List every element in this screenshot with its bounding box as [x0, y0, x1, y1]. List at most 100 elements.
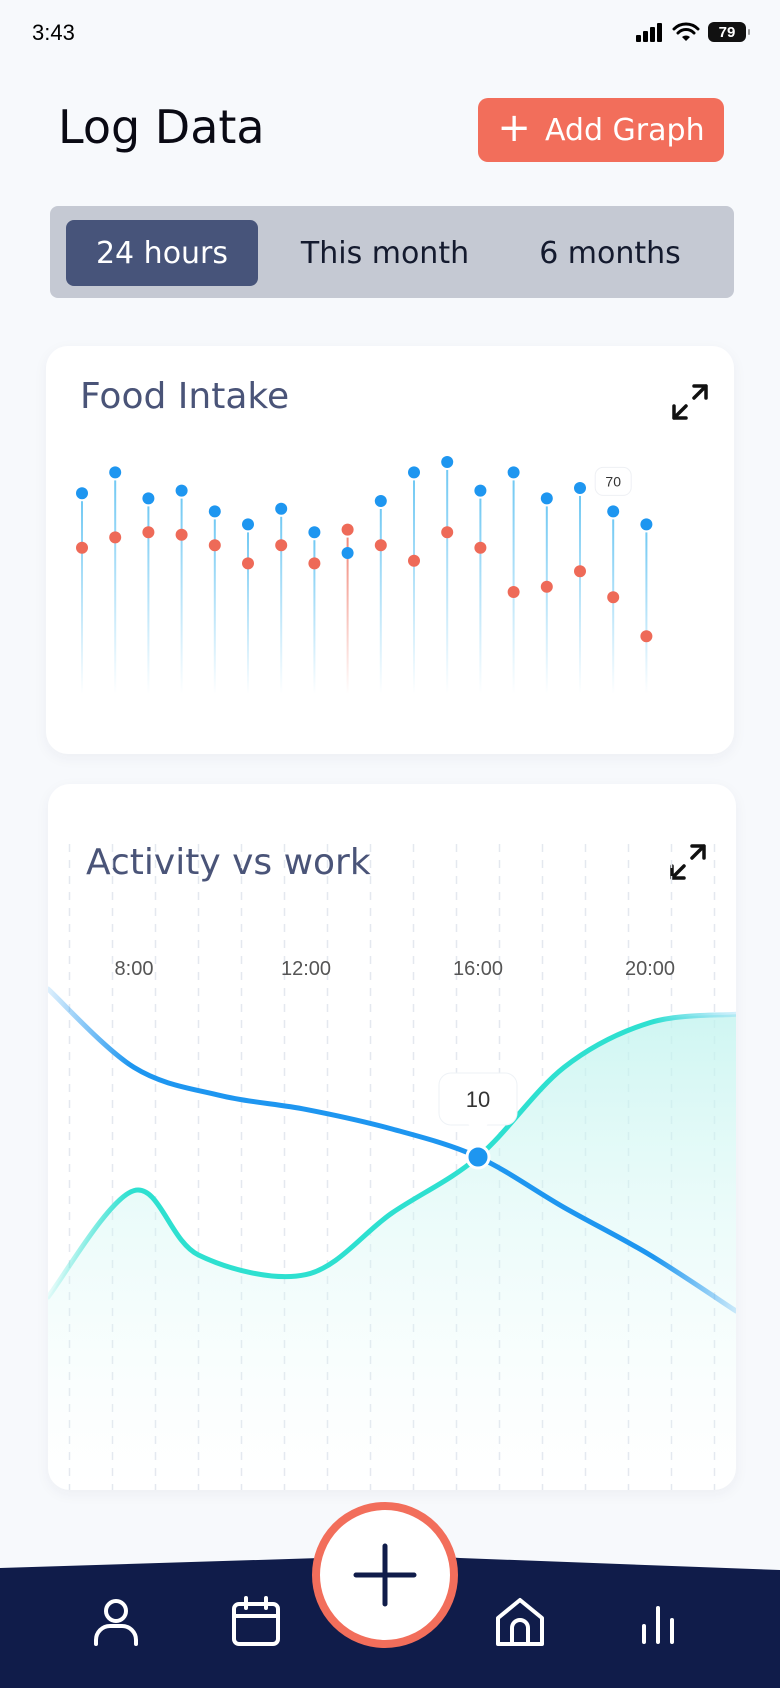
- add-graph-label: Add Graph: [544, 112, 705, 148]
- data-point-red[interactable]: [574, 565, 586, 578]
- stem-line: [180, 498, 183, 694]
- expand-icon[interactable]: [666, 840, 710, 884]
- activity-title: Activity vs work: [86, 842, 371, 883]
- data-point-red[interactable]: [540, 580, 553, 593]
- data-point-blue[interactable]: [242, 518, 254, 531]
- page-title: Log Data: [58, 100, 265, 154]
- activity-tooltip-value: 10: [466, 1087, 490, 1112]
- battery-level: 79: [718, 23, 736, 41]
- data-point-red[interactable]: [208, 539, 221, 552]
- data-point-red[interactable]: [142, 526, 155, 539]
- segment-label: This month: [300, 235, 470, 271]
- status-time: 3:43: [32, 20, 75, 45]
- plus-icon: [353, 1543, 417, 1607]
- stem-line: [413, 480, 415, 694]
- nav-stats[interactable]: [630, 1594, 686, 1650]
- data-point-blue[interactable]: [441, 456, 454, 468]
- data-point-blue[interactable]: [640, 518, 653, 531]
- data-point-blue[interactable]: [474, 484, 487, 497]
- activity-tooltip: 10: [438, 1072, 518, 1135]
- data-point-blue[interactable]: [507, 466, 520, 479]
- calendar-icon: [232, 1596, 280, 1646]
- stem-line: [213, 519, 216, 694]
- bar-chart-icon: [642, 1606, 674, 1644]
- data-point-blue[interactable]: [76, 487, 88, 500]
- stem-line: [280, 516, 283, 694]
- data-point-red[interactable]: [275, 539, 288, 552]
- signal-icon: [636, 23, 662, 42]
- stem-line: [114, 480, 117, 694]
- data-point-red[interactable]: [76, 541, 88, 554]
- plus-icon: +: [497, 105, 531, 151]
- data-point-red[interactable]: [242, 557, 254, 570]
- data-point-red[interactable]: [109, 531, 122, 544]
- data-point-blue[interactable]: [341, 547, 354, 559]
- data-point-red[interactable]: [341, 523, 354, 536]
- segment-6-months[interactable]: 6 months: [510, 220, 710, 286]
- stem-line: [346, 537, 349, 694]
- add-graph-button[interactable]: + Add Graph: [478, 98, 724, 162]
- data-point-red[interactable]: [474, 541, 487, 554]
- time-range-segmented-control: 24 hours This month 6 months: [50, 206, 734, 298]
- highlight-point[interactable]: [465, 1144, 491, 1170]
- segment-this-month[interactable]: This month: [280, 220, 490, 286]
- person-icon: [94, 1599, 138, 1646]
- food-intake-chart: 70: [76, 456, 653, 694]
- data-point-red[interactable]: [507, 586, 520, 598]
- series-line-teal: [48, 1011, 736, 1300]
- data-point-blue[interactable]: [374, 495, 387, 507]
- add-log-fab[interactable]: [312, 1502, 458, 1648]
- stem-line: [545, 506, 548, 694]
- data-point-blue[interactable]: [275, 502, 288, 515]
- data-point-red[interactable]: [607, 591, 620, 604]
- stem-line: [479, 498, 482, 694]
- stem-line: [247, 532, 249, 694]
- data-point-blue[interactable]: [109, 466, 122, 479]
- x-tick-label: 8:00: [115, 958, 154, 980]
- stem-line: [147, 506, 150, 694]
- nav-calendar[interactable]: [228, 1594, 284, 1650]
- data-point-red[interactable]: [175, 528, 188, 541]
- nav-home[interactable]: [492, 1594, 548, 1650]
- data-point-blue[interactable]: [208, 505, 221, 518]
- data-point-red[interactable]: [441, 526, 454, 539]
- battery-icon: 79: [708, 22, 750, 42]
- activity-chart: 8:00 12:00 16:00 20:00 10: [48, 844, 736, 1490]
- stem-line: [579, 496, 581, 694]
- segment-24-hours[interactable]: 24 hours: [66, 220, 258, 286]
- x-tick-label: 20:00: [625, 958, 675, 980]
- stem-line: [81, 501, 83, 694]
- status-bar: 3:43 79: [0, 0, 780, 66]
- stem-line: [645, 532, 648, 694]
- stem-line: [313, 540, 316, 694]
- data-point-blue[interactable]: [408, 466, 420, 479]
- food-intake-card: Food Intake 70: [46, 346, 734, 754]
- x-tick-label: 16:00: [453, 958, 503, 980]
- segment-label: 6 months: [539, 235, 681, 271]
- data-point-blue[interactable]: [574, 482, 586, 494]
- wifi-icon: [672, 22, 700, 41]
- data-point-blue[interactable]: [540, 492, 553, 505]
- data-point-red[interactable]: [308, 557, 321, 570]
- stem-line: [446, 470, 449, 694]
- expand-icon[interactable]: [668, 380, 712, 424]
- stem-line: [379, 509, 382, 694]
- data-point-red[interactable]: [374, 539, 387, 552]
- x-tick-label: 12:00: [281, 958, 331, 980]
- food-intake-title: Food Intake: [80, 376, 290, 417]
- food-tooltip-value: 70: [605, 473, 621, 489]
- home-icon: [496, 1598, 544, 1646]
- data-point-blue[interactable]: [308, 526, 321, 539]
- status-icons: 79: [636, 22, 750, 42]
- data-point-red[interactable]: [640, 630, 653, 643]
- segment-label: 24 hours: [95, 235, 229, 271]
- stem-line: [612, 519, 615, 694]
- nav-profile[interactable]: [88, 1594, 144, 1650]
- series-line-blue: [48, 986, 736, 1314]
- activity-card: Activity vs work 8:00 12: [48, 784, 736, 1490]
- data-point-blue[interactable]: [607, 505, 620, 518]
- data-point-blue[interactable]: [175, 484, 188, 497]
- food-tooltip: 70: [594, 466, 632, 496]
- data-point-blue[interactable]: [142, 492, 155, 505]
- data-point-red[interactable]: [408, 554, 420, 567]
